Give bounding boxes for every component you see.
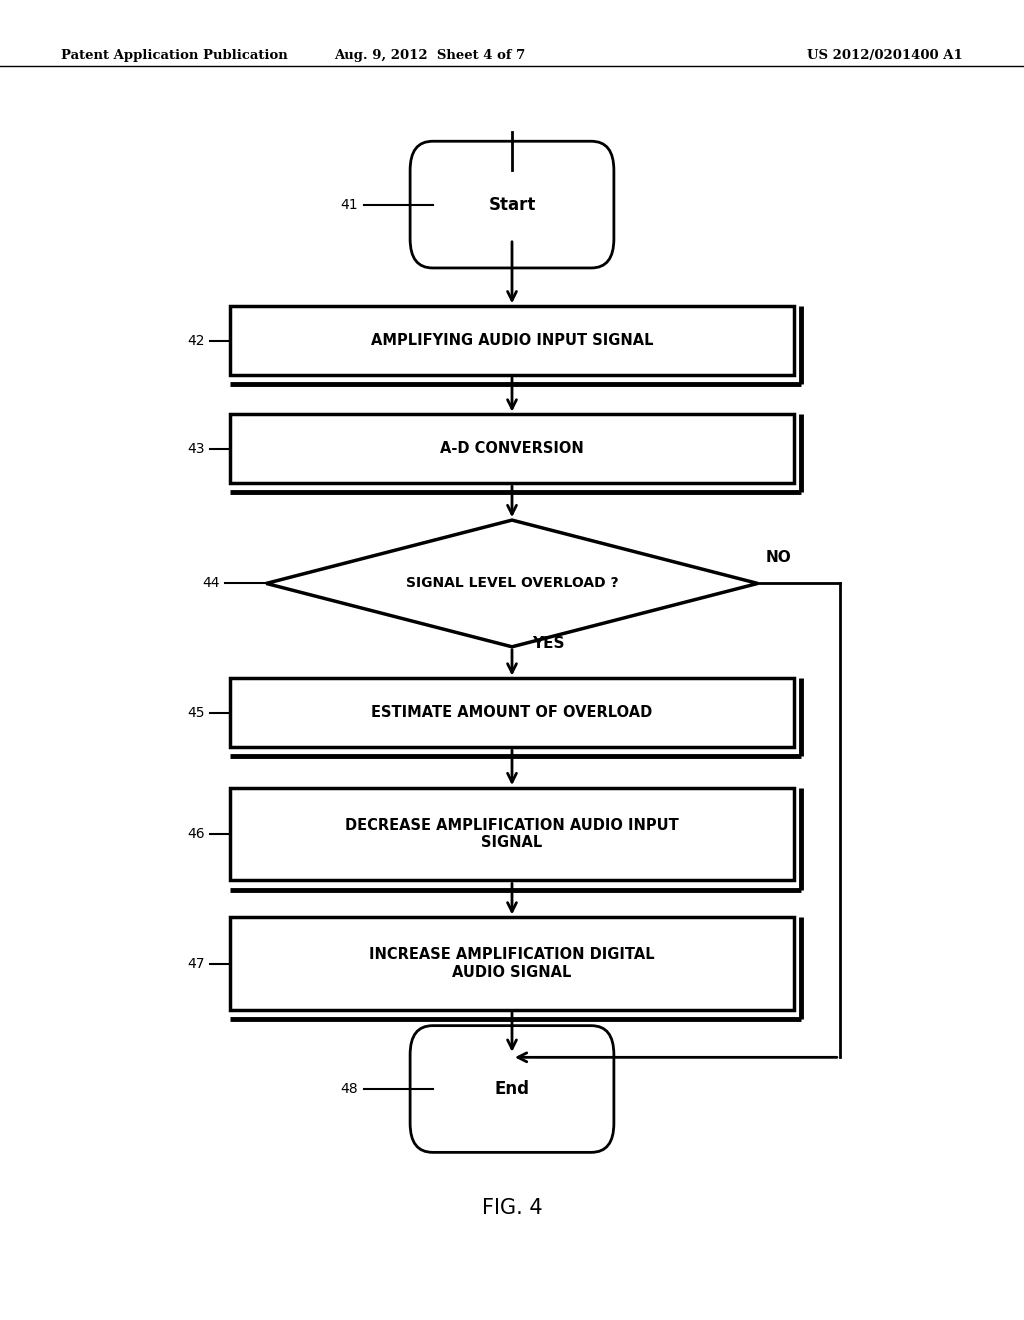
Text: 43: 43 [187,442,205,455]
Text: NO: NO [766,550,792,565]
Text: 44: 44 [203,577,220,590]
Text: Start: Start [488,195,536,214]
Text: YES: YES [532,636,565,651]
Bar [230,414,794,483]
Text: ESTIMATE AMOUNT OF OVERLOAD: ESTIMATE AMOUNT OF OVERLOAD [372,705,652,721]
Text: End: End [495,1080,529,1098]
Text: 41: 41 [341,198,358,211]
Polygon shape [266,520,758,647]
Text: 47: 47 [187,957,205,970]
Text: DECREASE AMPLIFICATION AUDIO INPUT
SIGNAL: DECREASE AMPLIFICATION AUDIO INPUT SIGNA… [345,818,679,850]
FancyBboxPatch shape [410,1026,613,1152]
Text: INCREASE AMPLIFICATION DIGITAL
AUDIO SIGNAL: INCREASE AMPLIFICATION DIGITAL AUDIO SIG… [370,948,654,979]
Text: 46: 46 [187,828,205,841]
Text: 45: 45 [187,706,205,719]
Text: US 2012/0201400 A1: US 2012/0201400 A1 [807,49,963,62]
Text: SIGNAL LEVEL OVERLOAD ?: SIGNAL LEVEL OVERLOAD ? [406,577,618,590]
Text: AMPLIFYING AUDIO INPUT SIGNAL: AMPLIFYING AUDIO INPUT SIGNAL [371,333,653,348]
Bar [230,678,794,747]
Bar [230,306,794,375]
Text: FIG. 4: FIG. 4 [481,1197,543,1218]
Text: Aug. 9, 2012  Sheet 4 of 7: Aug. 9, 2012 Sheet 4 of 7 [335,49,525,62]
Bar [230,788,794,880]
Bar [230,917,794,1010]
Text: 48: 48 [341,1082,358,1096]
FancyBboxPatch shape [410,141,613,268]
Text: 42: 42 [187,334,205,347]
Text: Patent Application Publication: Patent Application Publication [61,49,288,62]
Text: A-D CONVERSION: A-D CONVERSION [440,441,584,457]
